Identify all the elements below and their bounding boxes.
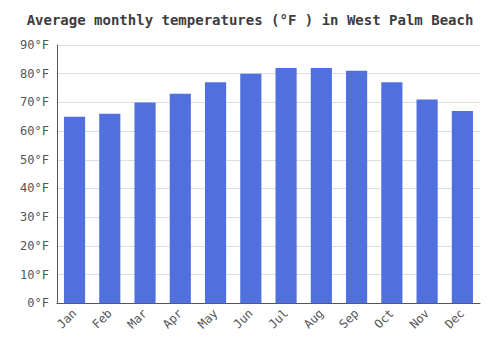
svg-text:50°F: 50°F [20, 153, 49, 167]
svg-text:60°F: 60°F [20, 124, 49, 138]
svg-text:Average monthly temperatures (: Average monthly temperatures (°F ) in We… [27, 12, 474, 28]
svg-text:Feb: Feb [90, 306, 115, 331]
svg-text:May: May [195, 306, 220, 331]
svg-text:Jun: Jun [231, 306, 256, 331]
svg-text:Jan: Jan [54, 306, 79, 331]
svg-text:Dec: Dec [442, 306, 467, 331]
svg-text:20°F: 20°F [20, 239, 49, 253]
svg-text:Mar: Mar [125, 306, 150, 331]
svg-text:40°F: 40°F [20, 181, 49, 195]
svg-text:90°F: 90°F [20, 38, 49, 52]
svg-text:80°F: 80°F [20, 67, 49, 81]
svg-text:0°F: 0°F [27, 296, 49, 310]
svg-text:Jul: Jul [266, 306, 291, 331]
svg-text:Nov: Nov [407, 306, 432, 331]
svg-text:Oct: Oct [372, 306, 397, 331]
svg-text:Aug: Aug [301, 306, 326, 331]
svg-text:Sep: Sep [336, 306, 361, 331]
svg-text:70°F: 70°F [20, 95, 49, 109]
svg-text:10°F: 10°F [20, 268, 49, 282]
svg-text:Apr: Apr [160, 306, 185, 331]
svg-text:30°F: 30°F [20, 210, 49, 224]
